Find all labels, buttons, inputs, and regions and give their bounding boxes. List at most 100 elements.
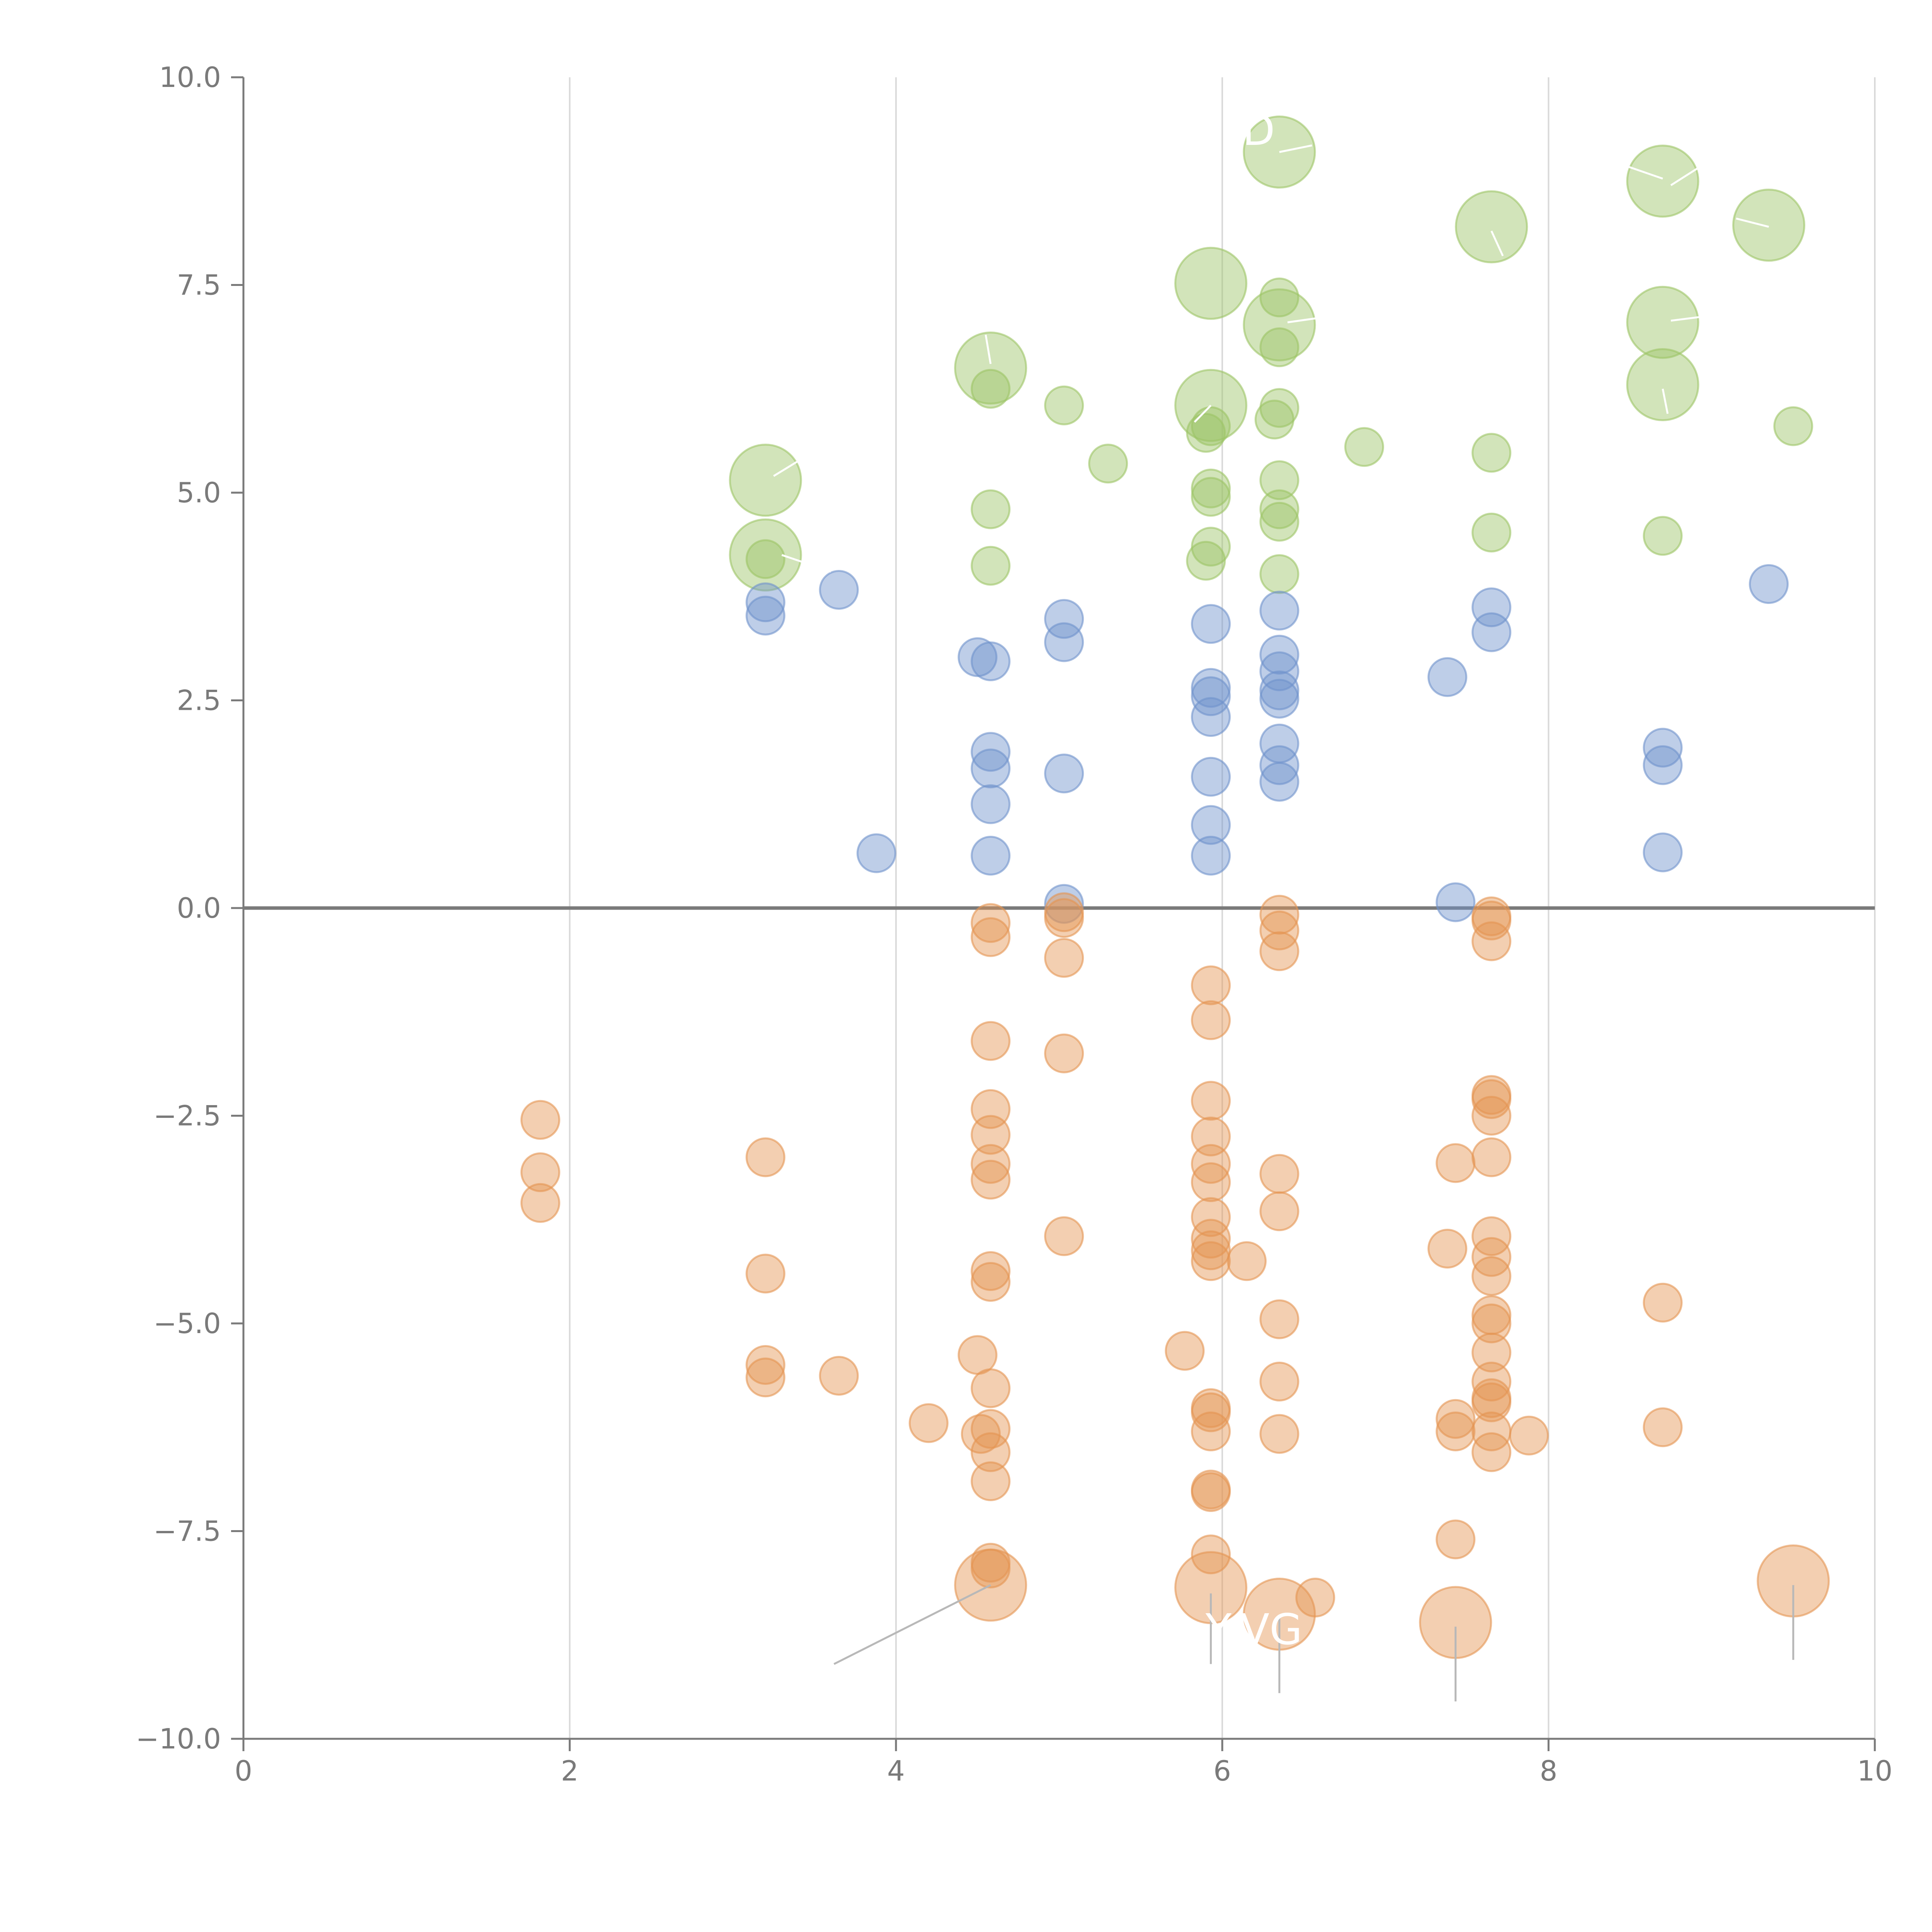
orange-data-point xyxy=(1471,1256,1512,1296)
annotation-label-y: Y xyxy=(1205,1605,1232,1654)
orange-data-point xyxy=(971,1021,1011,1061)
orange-data-point xyxy=(1044,938,1084,978)
blue-data-point xyxy=(1191,676,1231,716)
orange-data-point xyxy=(1259,1414,1299,1454)
green-data-point xyxy=(971,546,1011,586)
y-tick-label: 2.5 xyxy=(177,684,221,717)
orange-data-point xyxy=(1259,931,1299,971)
orange-data-point xyxy=(1435,1519,1476,1560)
y-tick-label: −7.5 xyxy=(153,1515,221,1548)
green-data-point xyxy=(1732,189,1806,262)
blue-data-point xyxy=(1471,612,1512,652)
orange-data-point xyxy=(1191,1241,1231,1281)
orange-data-point xyxy=(745,1357,786,1398)
annotation-leader-line xyxy=(1490,230,1504,257)
annotation-leader-line xyxy=(1279,144,1312,153)
annotation-leader-line xyxy=(1670,315,1704,322)
orange-data-point xyxy=(1471,1432,1512,1472)
blue-data-point xyxy=(745,595,786,636)
green-data-point xyxy=(1191,527,1231,567)
annotation-labels: D Y VG xyxy=(1205,105,1303,1654)
blue-data-point xyxy=(1044,753,1084,794)
x-tick-label: 0 xyxy=(235,1755,252,1787)
green-data-point xyxy=(1186,541,1226,581)
blue-data-point xyxy=(856,833,896,873)
blue-data-point xyxy=(1259,745,1299,785)
orange-data-point xyxy=(1191,1534,1231,1575)
green-data-point xyxy=(971,489,1011,529)
green-data-point xyxy=(745,539,786,579)
axis-ticks: 0 2 4 6 8 10 10.0 7.5 5.0 2.5 0.0 −2.5 −5.0 −7.5 −10.0 xyxy=(136,61,1892,1787)
blue-data-point xyxy=(1259,670,1299,711)
orange-data-point xyxy=(971,917,1011,957)
green-data-point xyxy=(1088,444,1128,484)
green-data-point xyxy=(1259,327,1299,367)
green-data-point xyxy=(1626,145,1699,218)
annotation-leader-line xyxy=(781,554,831,573)
orange-data-point xyxy=(1295,1578,1335,1617)
orange-data-point xyxy=(961,1414,1001,1454)
x-tick-label: 10 xyxy=(1857,1755,1893,1787)
blue-data-point xyxy=(1259,634,1299,675)
green-data-point xyxy=(1471,433,1512,473)
orange-data-point xyxy=(1191,1230,1231,1270)
annotation-label-vg: VG xyxy=(1240,1605,1303,1654)
y-tick-label: −10.0 xyxy=(136,1723,221,1755)
blue-data-point xyxy=(1044,599,1084,639)
blue-data-point xyxy=(1259,762,1299,802)
orange-data-point xyxy=(957,1335,998,1375)
orange-data-point xyxy=(1044,1033,1084,1073)
orange-data-point xyxy=(1165,1331,1205,1371)
orange-data-point xyxy=(1191,1081,1231,1121)
annotation-leader-line xyxy=(1670,163,1704,186)
orange-data-point xyxy=(971,1368,1011,1408)
blue-data-point xyxy=(1191,697,1231,737)
green-data-point xyxy=(1259,554,1299,594)
blue-data-point xyxy=(971,732,1011,772)
blue-data-point xyxy=(1044,884,1084,924)
x-tick-label: 2 xyxy=(561,1755,578,1787)
orange-data-point xyxy=(1191,1197,1231,1237)
annotation-leader-line xyxy=(833,1584,991,1665)
orange-data-point xyxy=(1435,1399,1476,1439)
orange-data-point xyxy=(1471,1096,1512,1136)
leader-lines xyxy=(773,144,1794,1702)
green-data-point xyxy=(729,518,802,592)
orange-data-point xyxy=(1259,1191,1299,1231)
y-tick-label: −5.0 xyxy=(153,1307,221,1340)
orange-data-point xyxy=(971,903,1011,943)
annotation-leader-line xyxy=(1621,163,1663,180)
annotation-leader-line xyxy=(773,460,799,477)
green-data-point xyxy=(1254,400,1294,440)
y-tick-label: 10.0 xyxy=(159,61,221,94)
annotation-leader-line xyxy=(1736,218,1769,228)
orange-data-point xyxy=(1191,1000,1231,1040)
blue-data-point xyxy=(1191,805,1231,845)
annotation-leader-line xyxy=(1194,405,1212,423)
blue-data-point xyxy=(1427,657,1468,697)
y-tick-label: 7.5 xyxy=(177,269,221,301)
orange-data-point xyxy=(520,1152,560,1192)
annotation-label-d: D xyxy=(1242,105,1275,155)
orange-data-point xyxy=(1259,1154,1299,1194)
green-data-point xyxy=(1191,477,1231,517)
orange-data-point xyxy=(1471,1079,1512,1119)
green-data-point xyxy=(1626,286,1699,359)
orange-data-point xyxy=(971,1251,1011,1291)
blue-data-point xyxy=(1191,836,1231,876)
orange-data-point xyxy=(1643,1407,1683,1447)
green-data-point xyxy=(1643,516,1683,556)
orange-data-point xyxy=(1643,1282,1683,1323)
orange-data-point xyxy=(745,1345,786,1385)
x-tick-label: 4 xyxy=(887,1755,905,1787)
blue-data-point xyxy=(1259,679,1299,719)
data-points xyxy=(520,116,1830,1659)
orange-data-point xyxy=(1044,898,1084,938)
orange-data-point xyxy=(1471,921,1512,961)
blue-data-point xyxy=(1643,745,1683,785)
orange-data-point xyxy=(520,1183,560,1223)
green-data-point xyxy=(1344,427,1384,467)
blue-data-point xyxy=(971,836,1011,876)
orange-data-point xyxy=(819,1355,859,1396)
annotation-leader-line xyxy=(1287,315,1328,323)
